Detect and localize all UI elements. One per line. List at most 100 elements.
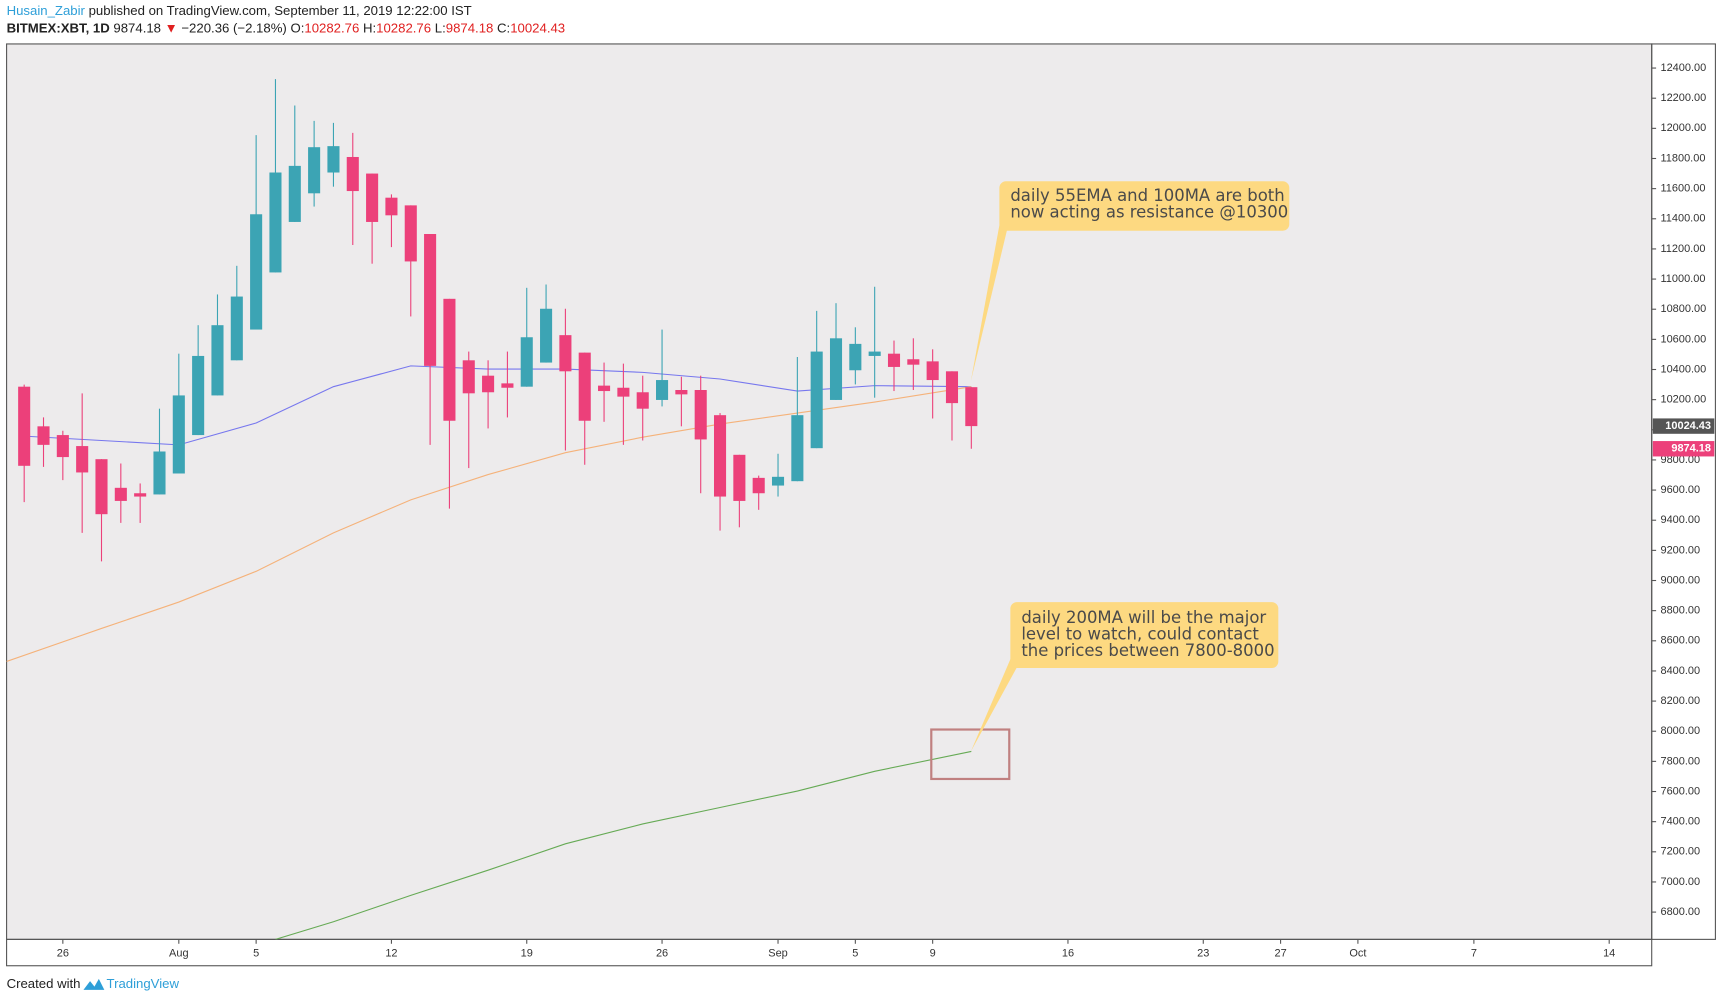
h-value: 10282.76 [376, 21, 431, 36]
candle-body [18, 386, 31, 466]
y-tick-label: 10600.00 [1661, 333, 1707, 345]
candle-body [520, 337, 533, 387]
y-tick-label: 8800.00 [1661, 605, 1701, 617]
candle-body [404, 205, 417, 262]
y-tick-label: 8600.00 [1661, 635, 1701, 647]
price-label: 9874.18 [1671, 443, 1711, 455]
candle-body [926, 361, 939, 381]
y-tick-label: 10400.00 [1661, 363, 1707, 375]
footer-text: Created with [7, 976, 81, 991]
candle-body [810, 351, 823, 449]
arrow: ▼ [165, 21, 178, 36]
footer-brand[interactable]: TradingView [107, 976, 180, 991]
y-tick-label: 8200.00 [1661, 695, 1701, 707]
y-tick-label: 7400.00 [1661, 816, 1701, 828]
y-tick-label: 9600.00 [1661, 484, 1701, 496]
x-tick-label: 27 [1274, 948, 1286, 960]
candle-body [945, 371, 959, 404]
plot-area [6, 43, 1652, 940]
y-tick-label: 11400.00 [1661, 213, 1706, 225]
price-label-box [1652, 441, 1715, 457]
x-tick-label: 19 [521, 948, 533, 960]
x-tick-label: 5 [253, 948, 259, 960]
y-tick-label: 12400.00 [1661, 62, 1707, 74]
y-tick-label: 10800.00 [1661, 303, 1707, 315]
candle-body [346, 156, 359, 192]
price: 9874.18 [110, 21, 165, 36]
candle-body [462, 360, 475, 394]
y-tick-label: 8400.00 [1661, 665, 1701, 677]
candle-body [656, 380, 669, 400]
candle-body [95, 459, 108, 515]
candle-body [482, 375, 495, 393]
y-tick-label: 11800.00 [1661, 152, 1706, 164]
candle-body [868, 351, 881, 356]
y-tick-label: 11000.00 [1661, 273, 1706, 285]
candle-body [578, 352, 591, 421]
callout-text: daily 200MA will be the major [1021, 608, 1266, 627]
candle-body [559, 335, 572, 372]
callout-text: now acting as resistance @10300 [1010, 203, 1288, 222]
candle-body [965, 387, 978, 427]
price-label: 10024.43 [1665, 420, 1711, 432]
published: published on TradingView.com, September … [85, 4, 472, 19]
o-label: O: [290, 21, 304, 36]
callout-text: level to watch, could contact [1021, 625, 1259, 644]
y-tick-label: 11200.00 [1661, 243, 1706, 255]
c-label: C: [493, 21, 510, 36]
candle-body [230, 296, 243, 361]
author[interactable]: Husain_Zabir [7, 4, 86, 19]
callout-pointer [970, 225, 1009, 382]
x-tick-label: 12 [385, 948, 397, 960]
candle-body [443, 298, 456, 421]
candle-body [269, 172, 282, 273]
candle-body [598, 385, 611, 392]
candle-body [829, 338, 843, 400]
x-tick-label: 5 [852, 948, 858, 960]
y-tick-label: 7000.00 [1661, 876, 1701, 888]
x-tick-label: 9 [930, 948, 936, 960]
candle-body [172, 395, 185, 474]
callout-pointer [970, 659, 1022, 752]
x-tick-label: 16 [1062, 948, 1074, 960]
candle-body [887, 353, 901, 367]
candle-body [907, 359, 920, 365]
y-tick-label: 10200.00 [1661, 394, 1707, 406]
time-axis [6, 938, 1653, 967]
y-tick-label: 7600.00 [1661, 785, 1701, 797]
candle-body [250, 214, 263, 330]
x-tick-label: Sep [768, 948, 788, 960]
y-tick-label: 7200.00 [1661, 846, 1701, 858]
l-value: 9874.18 [446, 21, 494, 36]
price-axis [1651, 43, 1716, 940]
c-value: 10024.43 [510, 21, 565, 36]
candle-body [366, 173, 379, 222]
y-tick-label: 9400.00 [1661, 514, 1701, 526]
o-value: 10282.76 [304, 21, 359, 36]
header-line: Husain_Zabir published on TradingView.co… [7, 4, 472, 19]
x-tick-label: 14 [1603, 948, 1615, 960]
candle-body [192, 355, 205, 436]
callout [1010, 602, 1279, 668]
y-tick-label: 12200.00 [1661, 92, 1707, 104]
candle-body [288, 165, 301, 222]
candle-body [849, 343, 862, 371]
x-tick-label: Aug [169, 948, 189, 960]
candle-body [636, 392, 649, 409]
x-tick-label: Oct [1349, 948, 1366, 960]
candle-body [791, 415, 804, 482]
y-tick-label: 8000.00 [1661, 725, 1701, 737]
candle-body [771, 476, 785, 486]
plot-border [6, 43, 1653, 940]
candle-body [713, 415, 727, 497]
x-tick-label: 7 [1471, 948, 1477, 960]
candle-body [752, 477, 765, 494]
symbol: BITMEX:XBT, 1D [7, 21, 110, 36]
change: −220.36 (−2.18%) [178, 21, 291, 36]
candle-body [211, 325, 224, 396]
l-label: L: [431, 21, 446, 36]
candle-body [733, 454, 746, 501]
candle-body [617, 387, 630, 397]
